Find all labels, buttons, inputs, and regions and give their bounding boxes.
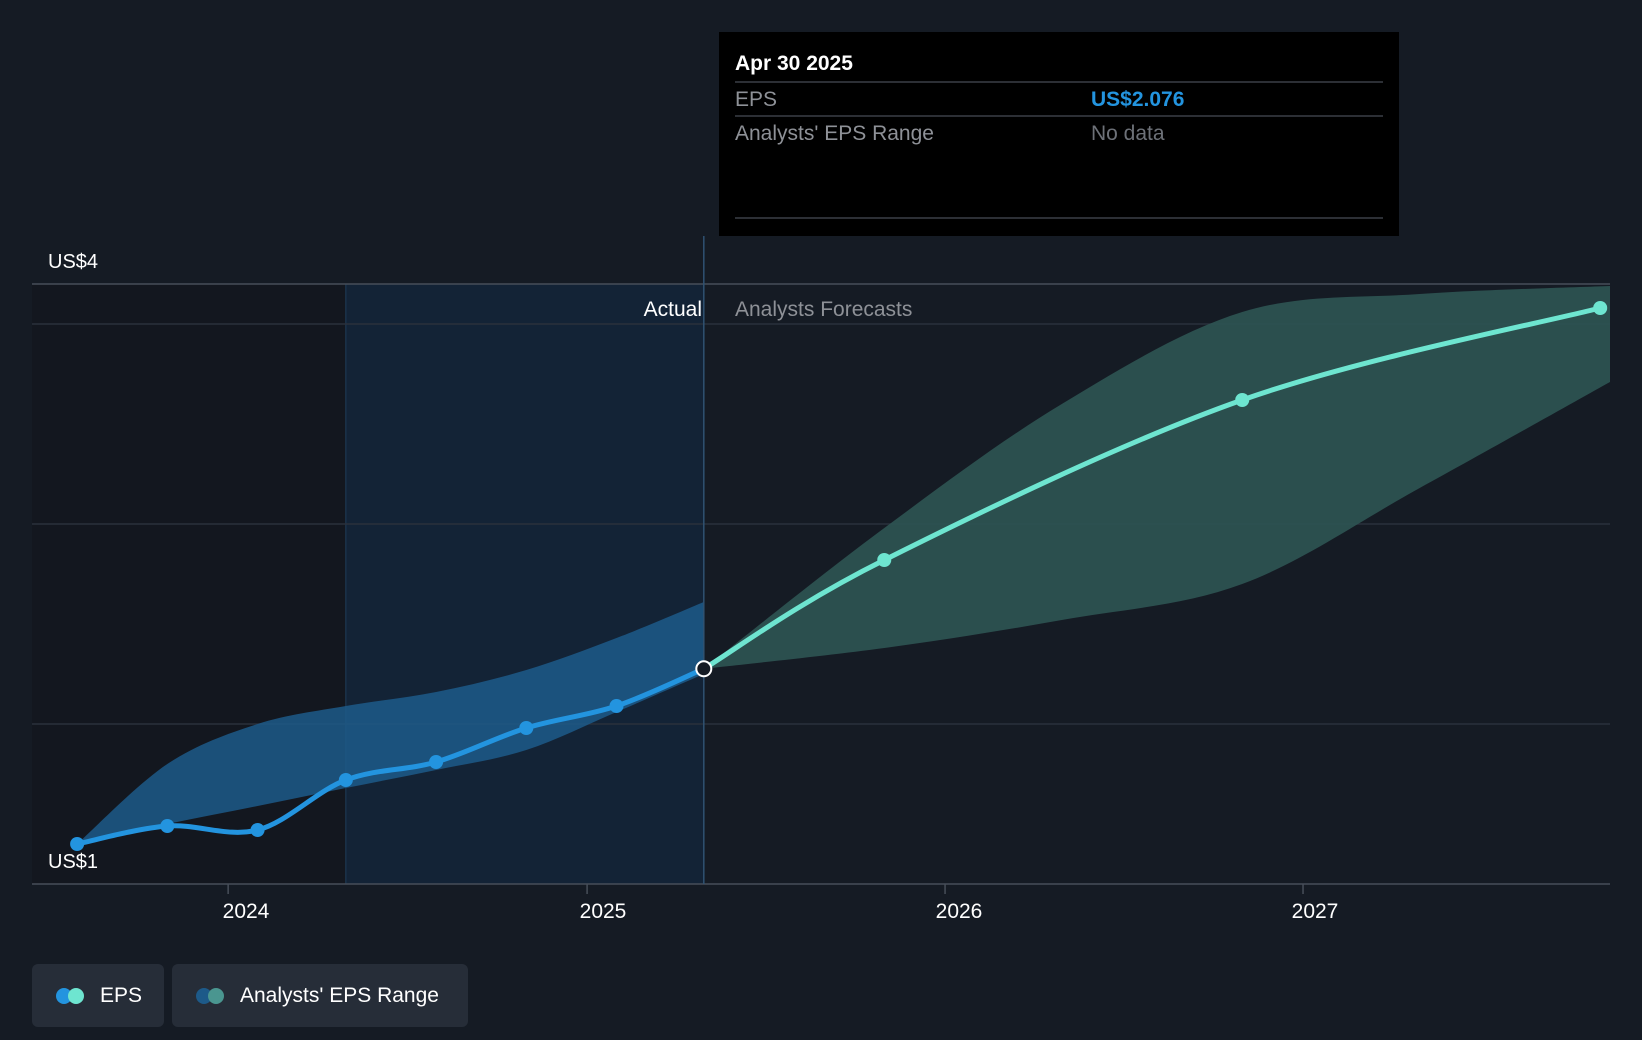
eps-point-forecast [1593, 301, 1608, 315]
range-forecast-dot [208, 987, 224, 1004]
eps-legend-icon [56, 987, 86, 1004]
eps-forecast-dot [68, 987, 84, 1004]
eps-point-actual [338, 773, 353, 787]
x-tick-label-2026: 2026 [936, 900, 983, 923]
y-tick-label-bottom: US$1 [48, 851, 98, 873]
eps-point-actual [609, 699, 624, 713]
eps-line-forecast [701, 305, 1603, 672]
eps-point-actual [70, 837, 85, 851]
tooltip-date: Apr 30 2025 [735, 52, 853, 75]
x-tick-label-2025: 2025 [580, 900, 627, 923]
legend-eps-label: EPS [100, 983, 143, 1007]
tooltip: Apr 30 2025 EPS US$2.076 Analysts' EPS R… [719, 32, 1399, 236]
tooltip-eps-label: EPS [735, 88, 777, 111]
eps-point-forecast [877, 553, 892, 567]
legend-range-button[interactable]: Analysts' EPS Range [172, 964, 468, 1027]
range-band-forecast [703, 286, 1610, 669]
x-tick-label-2027: 2027 [1292, 900, 1339, 923]
actual-section-label: Actual [644, 298, 702, 321]
eps-point-actual [250, 823, 265, 837]
range-legend-icon [196, 987, 226, 1004]
forecast-section-label: Analysts Forecasts [735, 298, 912, 321]
eps-point-selected [695, 660, 713, 678]
x-tick-label-2024: 2024 [223, 900, 270, 923]
tooltip-box [719, 32, 1399, 236]
eps-point-actual [160, 819, 175, 833]
tooltip-range-value: No data [1091, 122, 1165, 145]
eps-point-actual [429, 755, 444, 769]
tooltip-eps-value: US$2.076 [1091, 88, 1184, 111]
y-tick-label-top: US$4 [48, 251, 98, 273]
legend-eps-button[interactable]: EPS [32, 964, 164, 1027]
eps-point-actual [519, 721, 534, 735]
eps-line-actual [74, 666, 707, 847]
eps-point-forecast [1235, 393, 1250, 407]
range-band-actual [77, 602, 704, 844]
highlight-period-background [345, 284, 704, 884]
tooltip-range-label: Analysts' EPS Range [735, 122, 934, 145]
legend-range-label: Analysts' EPS Range [240, 983, 439, 1007]
